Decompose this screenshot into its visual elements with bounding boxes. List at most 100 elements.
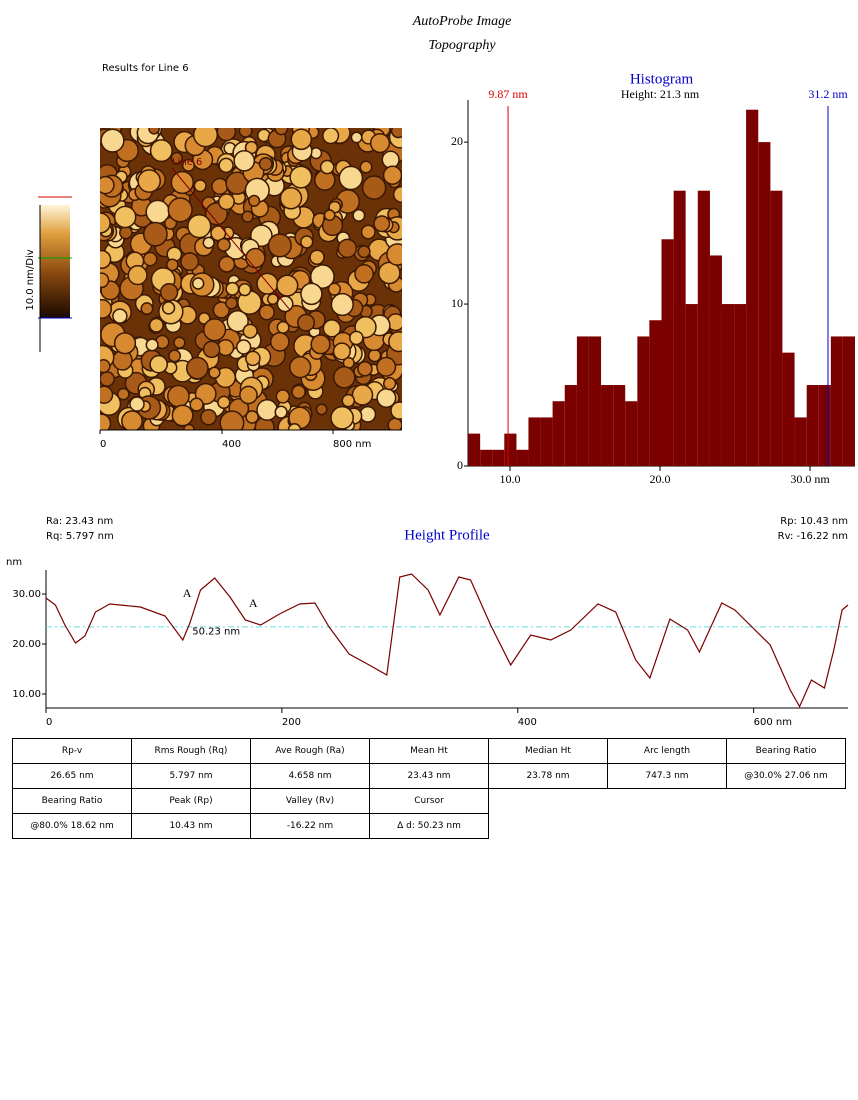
chart-title: Height Profile [404, 527, 490, 543]
table-cell: @30.0% 27.06 nm [726, 763, 846, 789]
afm-grain [148, 317, 164, 333]
afm-grain [225, 281, 240, 296]
afm-grain [357, 361, 373, 377]
y-tick-label: 20.00 [12, 639, 41, 650]
afm-grain [121, 410, 143, 430]
afm-grain [322, 128, 340, 145]
x-tick-label: 600 nm [754, 717, 792, 728]
y-unit-label: nm [6, 557, 22, 568]
table-empty-cell [489, 789, 608, 814]
afm-grain [275, 389, 291, 404]
afm-grain [367, 348, 382, 363]
afm-grain [211, 177, 229, 196]
afm-grain [338, 165, 364, 191]
afm-grain [191, 277, 205, 290]
table-cell: 747.3 nm [607, 763, 727, 789]
histogram-bar [588, 336, 602, 466]
afm-grain [203, 318, 227, 342]
histogram-bar [734, 304, 747, 466]
afm-grain [181, 158, 196, 172]
histogram-bar [613, 385, 626, 466]
table-cell: 23.43 nm [369, 763, 489, 789]
afm-grain [159, 282, 179, 302]
afm-grain [170, 170, 194, 195]
afm-grain [319, 159, 335, 175]
afm-grain [279, 186, 303, 210]
histogram-bar [649, 320, 662, 466]
afm-grain [170, 151, 183, 165]
afm-grain [166, 258, 179, 272]
report-subtitle: Topography [428, 38, 496, 53]
afm-grain [352, 208, 366, 222]
afm-grain [330, 292, 354, 317]
afm-grain [100, 272, 110, 289]
table-header-cell: Rp-v [12, 738, 132, 764]
x-tick-label: 400 [518, 717, 537, 728]
afm-grain [276, 320, 290, 334]
table-row: @80.0% 18.62 nm 10.43 nm -16.22 nm Δ d: 50.… [12, 813, 846, 839]
afm-grain [359, 160, 373, 174]
table-cell: Δ d: 50.23 nm [369, 813, 489, 839]
afm-grain [148, 128, 160, 135]
afm-grain [171, 404, 194, 427]
afm-grain [238, 128, 253, 138]
report: AutoProbe Image Topography Results for L… [6, 14, 855, 728]
afm-grain [269, 331, 290, 352]
chart-title: Histogram [630, 71, 694, 87]
table-header-cell: Cursor [369, 788, 489, 814]
afm-grain [248, 194, 261, 207]
colorbar [40, 205, 70, 318]
y-tick-label: 10.00 [12, 689, 41, 700]
afm-grain [258, 157, 273, 171]
afm-grain [310, 334, 331, 355]
table-cell: 10.43 nm [131, 813, 251, 839]
afm-grain [100, 358, 111, 374]
afm-grain [381, 150, 400, 169]
afm-grain [217, 193, 235, 211]
afm-grain [322, 319, 342, 338]
histogram-bar [625, 401, 638, 466]
afm-grain [390, 128, 402, 139]
histogram-bar [806, 385, 819, 466]
histogram-bar [770, 190, 783, 467]
cursor-label: 31.2 nm [808, 87, 848, 101]
afm-grain [289, 355, 312, 379]
afm-grain [193, 179, 207, 193]
histogram-bar [468, 433, 481, 466]
afm-grain [210, 225, 227, 242]
histogram-bar [746, 109, 759, 467]
afm-grain [332, 366, 356, 389]
afm-grain [300, 235, 314, 249]
cursor-label: 9.87 nm [488, 87, 528, 101]
afm-grain [350, 131, 363, 144]
stat-left: Ra: 23.43 nm [46, 516, 113, 527]
afm-grain [276, 274, 299, 297]
afm-grain [173, 336, 186, 349]
afm-grain [149, 139, 173, 163]
afm-grain [297, 313, 316, 332]
afm-grain [376, 356, 397, 377]
histogram-bar [758, 142, 771, 466]
afm-grain [189, 397, 204, 412]
table-header-cell: Valley (Rv) [250, 788, 370, 814]
afm-grain [129, 396, 145, 412]
afm-grain [238, 283, 252, 297]
histogram-bar [721, 304, 735, 466]
profile-annotation: 50.23 nm [192, 627, 240, 638]
afm-grain [376, 388, 397, 409]
table-header-cell: Median Ht [488, 738, 608, 764]
afm-grain [266, 293, 279, 306]
table-header-cell: Rms Rough (Rq) [131, 738, 251, 764]
histogram-bar [673, 190, 686, 467]
afm-grain [360, 224, 376, 240]
table-header-cell: Bearing Ratio [726, 738, 846, 764]
colorbar-label: 10.0 nm/Div [25, 249, 36, 310]
histogram-bar [480, 449, 493, 466]
afm-grain [274, 405, 288, 419]
afm-grain [113, 332, 137, 355]
afm-grain [218, 157, 234, 174]
profile-annotation: A [183, 586, 192, 600]
x-tick-label: 20.0 [650, 472, 671, 486]
image-tick-label: 800 nm [333, 439, 371, 450]
afm-grain [392, 185, 402, 204]
